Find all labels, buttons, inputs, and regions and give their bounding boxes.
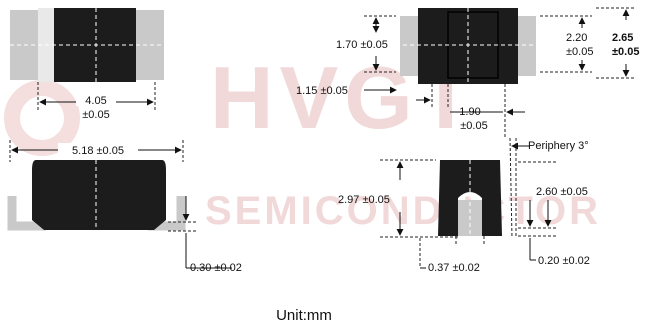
unit-label: Unit:mm bbox=[276, 307, 332, 324]
dim-height-265: 2.65 bbox=[612, 32, 633, 44]
dim-lead-width: 0.37 ±0.02 bbox=[428, 262, 480, 274]
dim-side-height: 2.97 ±0.05 bbox=[338, 194, 390, 206]
package-body-side-right bbox=[438, 160, 502, 236]
top-view-left bbox=[10, 8, 164, 112]
lead-bent-right bbox=[148, 196, 186, 231]
top-view-right bbox=[364, 7, 636, 138]
dim-height-220-tol: ±0.05 bbox=[566, 46, 593, 58]
pad-right-right bbox=[516, 16, 536, 76]
dim-height-265-tol: ±0.05 bbox=[612, 46, 639, 58]
dim-standoff: 0.20 ±0.02 bbox=[538, 255, 590, 267]
dim-body-length: 4.05 bbox=[85, 95, 106, 107]
dim-height-220: 2.20 bbox=[566, 32, 587, 44]
package-body-side bbox=[32, 160, 166, 230]
dim-overall-length: 5.18 ±0.05 bbox=[72, 145, 124, 157]
pad-left-right bbox=[400, 16, 420, 76]
dim-body-length-tol: ±0.05 bbox=[82, 109, 109, 121]
lead-bent-left bbox=[7, 196, 46, 231]
side-view-right bbox=[380, 137, 556, 269]
dim-lead-pad: 1.15 ±0.05 bbox=[296, 85, 348, 97]
dim-periphery: Periphery 3° bbox=[528, 140, 589, 152]
side-view-left bbox=[7, 140, 232, 269]
dim-center-width-tol: ±0.05 bbox=[460, 120, 487, 132]
dim-lead-thickness: 0.30 ±0.02 bbox=[190, 262, 242, 274]
watermark-logo-icon bbox=[4, 80, 80, 156]
dim-body-height: 2.60 ±0.05 bbox=[536, 186, 588, 198]
dim-height-inner: 1.70 ±0.05 bbox=[336, 39, 388, 51]
dim-center-width: 1.90 bbox=[459, 106, 480, 118]
